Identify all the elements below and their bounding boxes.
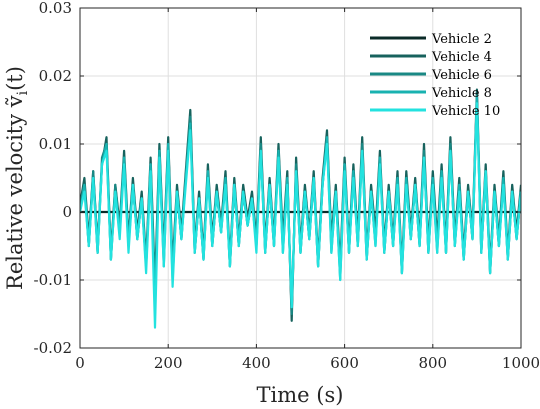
y-tick-label-2: 0 — [62, 203, 72, 221]
y-axis-title-subscript: i — [15, 90, 31, 95]
series-lines — [80, 88, 521, 329]
y-tick-label-5: 0.03 — [39, 0, 72, 17]
plot-frame — [79, 7, 522, 349]
x-axis-title: Time (s) — [257, 383, 344, 407]
legend-label-0: Vehicle 2 — [431, 32, 492, 47]
y-tick-label-1: -0.01 — [34, 271, 72, 289]
y-tick-label-3: 0.01 — [39, 135, 72, 153]
y-axis-title-argument: (t) — [3, 66, 27, 91]
series-line-vehicle-10 — [80, 102, 521, 329]
legend-label-4: Vehicle 10 — [431, 104, 500, 119]
y-tick-label-4: 0.02 — [39, 67, 72, 85]
x-tick-label-2: 400 — [242, 354, 271, 372]
x-tick-label-5: 1000 — [502, 354, 540, 372]
y-tick-label-0: -0.02 — [34, 339, 72, 357]
x-tick-label-4: 800 — [418, 354, 447, 372]
y-axis-title: Relative velocity ṽi(t) — [3, 66, 31, 290]
x-tick-label-1: 200 — [154, 354, 183, 372]
axes: 0 200 400 600 800 1000 -0.02 -0.01 0 0.01 0.02 0.03 — [34, 0, 540, 372]
y-axis-title-main: Relative velocity ṽ — [3, 95, 27, 290]
legend-label-3: Vehicle 8 — [431, 86, 492, 101]
x-tick-label-0: 0 — [75, 354, 85, 372]
x-tick-label-3: 600 — [330, 354, 359, 372]
legend-label-1: Vehicle 4 — [431, 50, 492, 65]
legend: Vehicle 2 Vehicle 4 Vehicle 6 Vehicle 8 Vehi… — [370, 32, 500, 119]
legend-label-2: Vehicle 6 — [431, 68, 492, 83]
